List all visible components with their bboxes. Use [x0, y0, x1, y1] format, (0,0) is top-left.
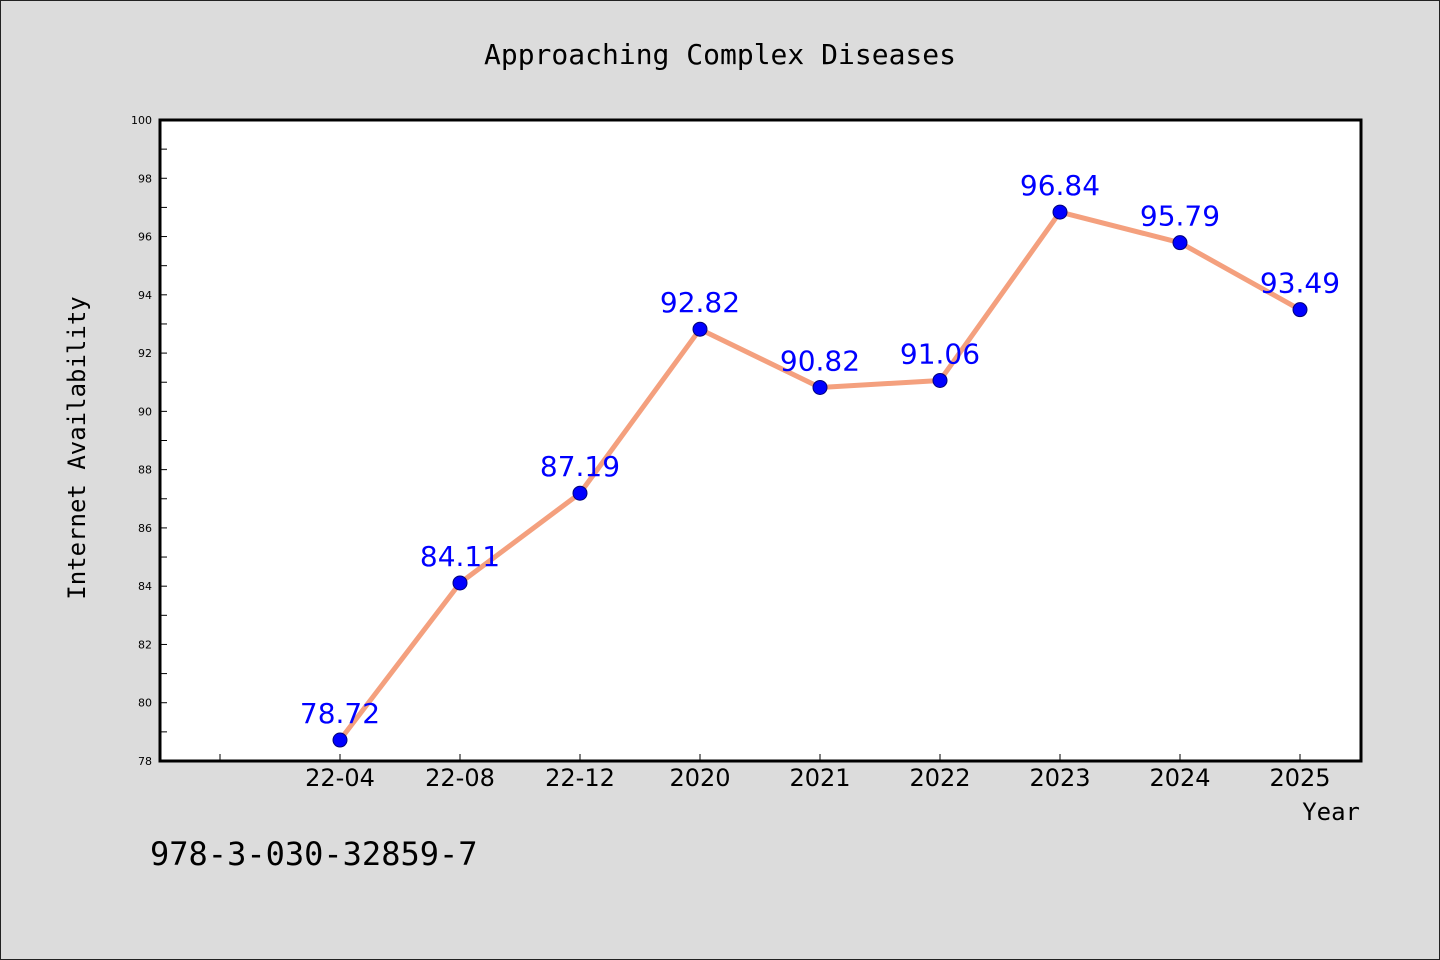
x-tick-label: 22-04	[305, 764, 375, 792]
x-tick-label: 2024	[1149, 764, 1210, 792]
chart-title: Approaching Complex Diseases	[484, 38, 956, 71]
data-label: 95.79	[1140, 200, 1220, 233]
data-labels: 78.72 84.11 87.19 92.82 90.82 91.06 96.84 95.79…	[300, 169, 1340, 730]
y-tick-label: 88	[138, 464, 152, 477]
data-label: 92.82	[660, 286, 740, 319]
data-label: 96.84	[1020, 169, 1100, 202]
y-tick-label: 82	[138, 638, 152, 651]
x-axis: 22-04 22-08 22-12 2020 2021 2022 2023 2024 2025	[219, 754, 1331, 792]
plot-area	[158, 118, 1363, 763]
data-label: 84.11	[420, 540, 500, 573]
data-label: 91.06	[900, 337, 980, 370]
y-tick-label: 94	[138, 289, 152, 302]
data-label: 78.72	[300, 697, 380, 730]
y-tick-label: 84	[138, 580, 152, 593]
data-label: 90.82	[780, 344, 860, 377]
data-point	[332, 732, 348, 748]
data-point	[692, 321, 708, 337]
x-tick-label: 2025	[1269, 764, 1330, 792]
y-axis-label: Internet Availability	[63, 296, 91, 599]
x-tick-label: 2023	[1029, 764, 1090, 792]
data-point	[1052, 204, 1068, 220]
data-point	[812, 379, 828, 395]
y-tick-label: 100	[131, 114, 152, 127]
footnote: 978-3-030-32859-7	[150, 835, 478, 873]
y-tick-label: 90	[138, 405, 152, 418]
x-tick-label: 2022	[909, 764, 970, 792]
x-axis-label: Year	[1302, 798, 1360, 826]
data-point	[1292, 302, 1308, 318]
y-tick-label: 98	[138, 172, 152, 185]
data-label: 87.19	[540, 450, 620, 483]
x-tick-label: 22-12	[545, 764, 615, 792]
x-tick-label: 2021	[789, 764, 850, 792]
x-tick-label: 22-08	[425, 764, 495, 792]
data-point	[572, 485, 588, 501]
data-point	[932, 372, 948, 388]
x-tick-label: 2020	[669, 764, 730, 792]
data-point	[452, 575, 468, 591]
y-axis: 78 80 82 84 86 88 90 92 94 96 98 100	[131, 114, 167, 768]
y-tick-label: 78	[138, 755, 152, 768]
y-tick-label: 80	[138, 697, 152, 710]
series-markers	[332, 204, 1308, 748]
data-point	[1172, 235, 1188, 251]
data-label: 93.49	[1260, 267, 1340, 300]
y-tick-label: 92	[138, 347, 152, 360]
y-tick-label: 86	[138, 522, 152, 535]
y-tick-label: 96	[138, 231, 152, 244]
